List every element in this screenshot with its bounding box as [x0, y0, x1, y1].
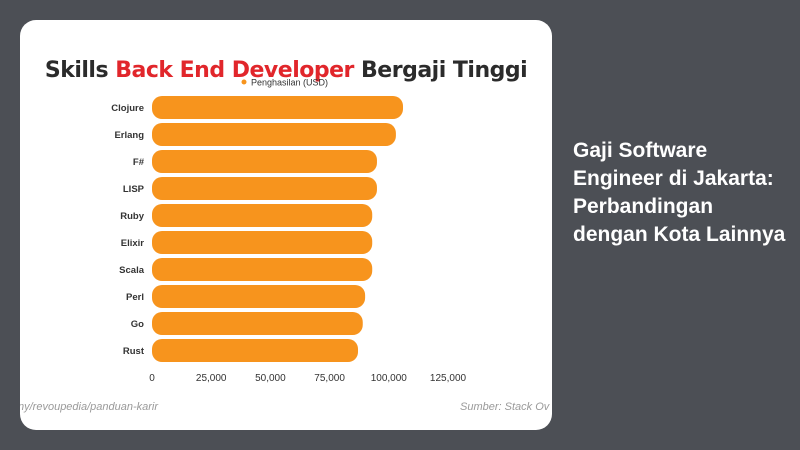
bar-elixir [152, 231, 373, 254]
footer-source-url: ny/revoupediа/panduan-karir [20, 401, 159, 413]
chart-title-accent: Back End Developer [115, 58, 354, 83]
category-label: Scala [119, 265, 145, 276]
category-label: Ruby [120, 211, 144, 222]
legend-label: Penghasilan (USD) [251, 78, 328, 88]
category-label: Rust [123, 346, 145, 357]
x-tick-label: 50,000 [255, 373, 286, 384]
category-label: Clojure [111, 103, 144, 114]
category-label: F# [133, 157, 145, 168]
x-tick-label: 100,000 [371, 373, 408, 384]
bar-lisp [152, 177, 377, 200]
chart-card: Skills Back End Developer Bergaji Tinggi… [20, 20, 552, 430]
bar-ruby [152, 204, 373, 227]
legend-marker [241, 79, 247, 85]
chart-title: Skills Back End Developer Bergaji Tinggi [20, 58, 552, 83]
x-tick-label: 0 [149, 373, 155, 384]
x-tick-label: 75,000 [314, 373, 345, 384]
bar-rust [152, 339, 359, 362]
chart-title-part3: Bergaji Tinggi [353, 58, 528, 83]
bar-scala [152, 258, 373, 281]
category-label: Perl [126, 292, 144, 303]
bar-clojure [152, 96, 404, 119]
bar-go [152, 312, 363, 335]
category-label: LISP [123, 184, 145, 195]
bar-erlang [152, 123, 396, 146]
bar-perl [152, 285, 366, 308]
category-label: Elixir [121, 238, 145, 249]
category-label: Erlang [114, 130, 144, 141]
x-tick-label: 125,000 [430, 373, 467, 384]
bar-chart: Penghasilan (USD) Clojure Erlang F# LISP Ruby… [111, 78, 467, 385]
chart-title-part1: Skills [44, 58, 116, 83]
footer-source-credit: Sumber: Stack Ov [460, 401, 550, 413]
bar-fsharp [152, 150, 377, 173]
article-title: Gaji Software Engineer di Jakarta: Perba… [573, 139, 786, 246]
x-tick-label: 25,000 [196, 373, 227, 384]
category-label: Go [131, 319, 144, 330]
